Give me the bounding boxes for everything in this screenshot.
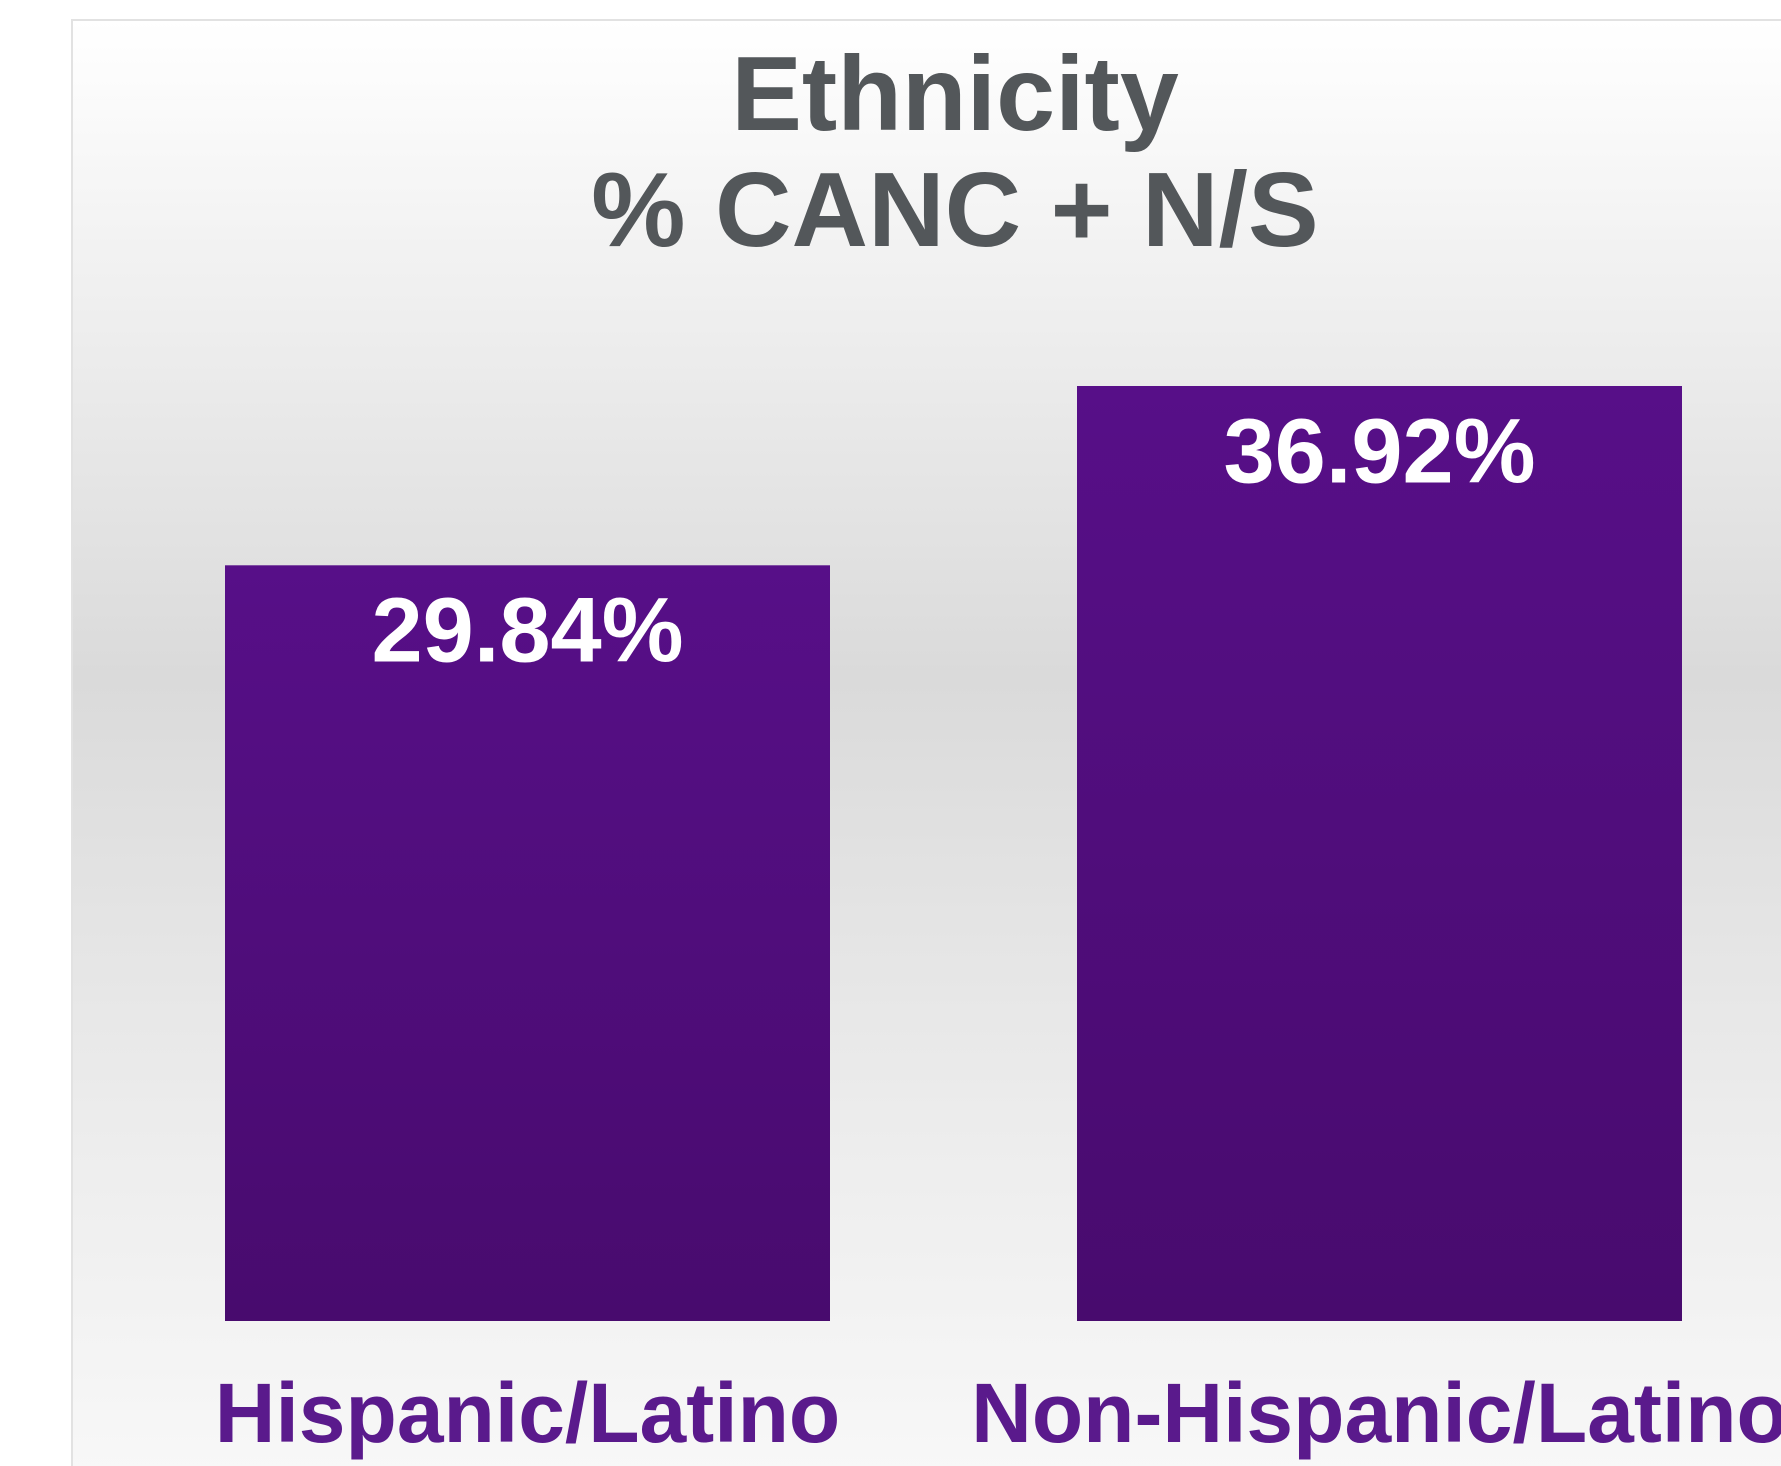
x-tick-label: Non-Hispanic/Latino xyxy=(971,1366,1781,1460)
value-label: 29.84% xyxy=(371,580,683,682)
chart-subtitle: % CANC + N/S xyxy=(591,151,1318,269)
chart-title: Ethnicity xyxy=(731,35,1179,153)
x-tick-label: Hispanic/Latino xyxy=(215,1366,840,1460)
bar xyxy=(225,565,830,1321)
bar xyxy=(1077,386,1682,1321)
value-label: 36.92% xyxy=(1223,400,1535,502)
